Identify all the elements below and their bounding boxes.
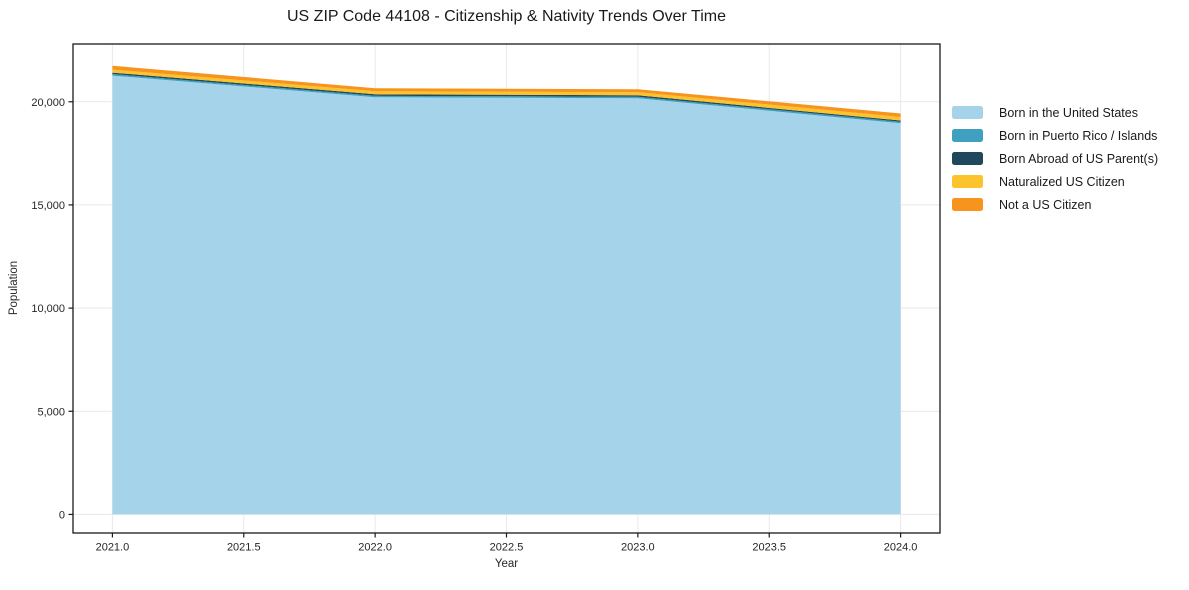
x-tick-label: 2022.5 bbox=[490, 542, 524, 554]
legend-label: Naturalized US Citizen bbox=[999, 174, 1125, 189]
y-tick-label: 10,000 bbox=[31, 303, 65, 315]
legend-label: Not a US Citizen bbox=[999, 197, 1092, 212]
legend-item-3: Naturalized US Citizen bbox=[952, 170, 1158, 193]
y-tick-label: 0 bbox=[59, 509, 65, 521]
y-axis-label: Population bbox=[8, 260, 20, 316]
x-tick-label: 2023.5 bbox=[752, 542, 786, 554]
legend-item-0: Born in the United States bbox=[952, 101, 1158, 124]
x-tick-label: 2021.0 bbox=[96, 542, 130, 554]
legend-item-2: Born Abroad of US Parent(s) bbox=[952, 147, 1158, 170]
x-tick-label: 2023.0 bbox=[621, 542, 655, 554]
legend-label: Born Abroad of US Parent(s) bbox=[999, 151, 1159, 166]
y-tick-label: 15,000 bbox=[31, 200, 65, 212]
legend-swatch-icon bbox=[952, 175, 983, 188]
x-axis-label: Year bbox=[494, 558, 519, 570]
y-tick-label: 20,000 bbox=[31, 97, 65, 109]
legend-item-4: Not a US Citizen bbox=[952, 193, 1158, 216]
y-tick-label: 5,000 bbox=[37, 406, 65, 418]
chart-title: US ZIP Code 44108 - Citizenship & Nativi… bbox=[287, 8, 726, 25]
legend-label: Born in the United States bbox=[999, 105, 1138, 120]
legend-label: Born in Puerto Rico / Islands bbox=[999, 128, 1158, 143]
legend-swatch-icon bbox=[952, 129, 983, 142]
area-series-4 bbox=[112, 65, 901, 117]
area-series-0 bbox=[112, 75, 901, 515]
x-tick-label: 2024.0 bbox=[884, 542, 918, 554]
legend: Born in the United States Born in Puerto … bbox=[952, 101, 1158, 216]
legend-item-1: Born in Puerto Rico / Islands bbox=[952, 124, 1158, 147]
legend-swatch-icon bbox=[952, 198, 983, 211]
legend-swatch-icon bbox=[952, 106, 983, 119]
x-tick-label: 2022.0 bbox=[358, 542, 392, 554]
x-tick-label: 2021.5 bbox=[227, 542, 261, 554]
legend-swatch-icon bbox=[952, 152, 983, 165]
